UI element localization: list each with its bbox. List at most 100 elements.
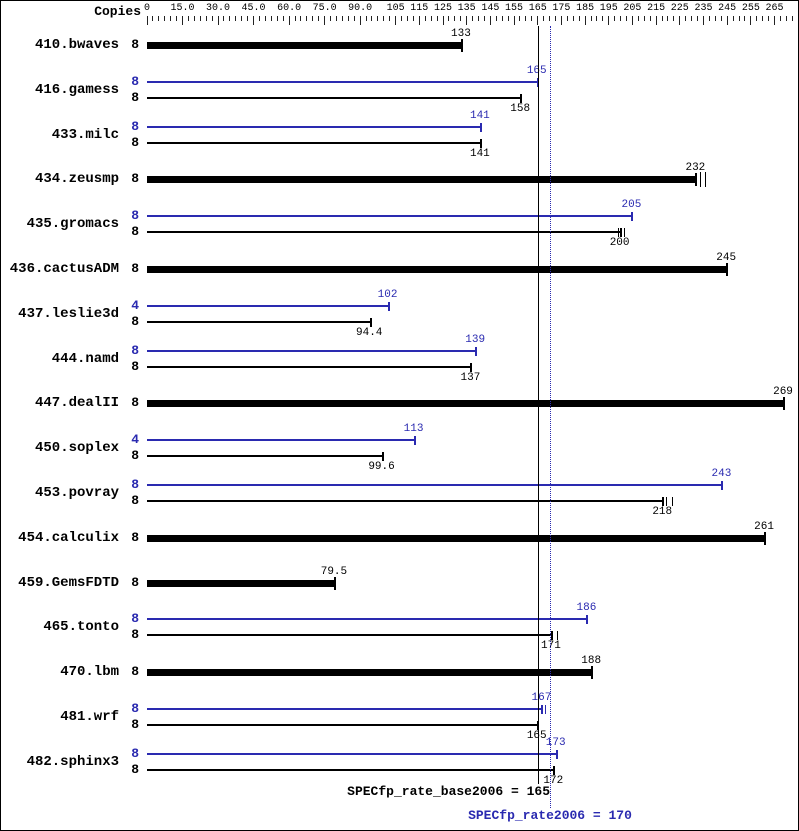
axis-tick-label: 215	[647, 3, 666, 14]
peak-value-label: 139	[465, 333, 486, 346]
copies-value: 8	[131, 134, 139, 150]
axis-tick-label: 195	[599, 3, 618, 14]
copies-value: 8	[131, 448, 139, 464]
bar-endcap	[460, 39, 463, 52]
axis-tick-label: 115	[410, 3, 429, 14]
peak-value-label: 141	[469, 109, 490, 122]
base-bar	[147, 500, 664, 502]
axis-tick	[211, 16, 213, 21]
copies-value: 8	[131, 717, 139, 732]
base-bar	[147, 634, 552, 637]
copies-value: 8	[131, 529, 139, 545]
base-bar	[147, 42, 462, 49]
benchmark-name: 482.sphinx3	[26, 753, 119, 770]
axis-tick	[702, 16, 704, 25]
axis-tick	[685, 16, 687, 21]
axis-tick	[359, 16, 361, 25]
run-mark	[704, 172, 706, 188]
base-value-label: 94.4	[356, 326, 383, 339]
base-result-label: SPECfp_rate_base2006 = 165	[347, 784, 550, 799]
axis-tick	[430, 16, 432, 21]
axis-tick	[176, 16, 178, 21]
peak-bar	[147, 125, 481, 128]
axis-tick	[282, 16, 284, 21]
copies-value: 8	[131, 611, 139, 627]
benchmark-name: 410.bwaves	[34, 37, 119, 53]
axis-tick	[626, 16, 628, 21]
axis-tick	[324, 16, 326, 25]
base-bar	[147, 669, 593, 677]
benchmark-name: 470.lbm	[60, 664, 119, 681]
bar-endcap	[479, 138, 482, 148]
base-value-label: 245	[716, 252, 737, 264]
copies-value: 8	[131, 761, 139, 777]
peak-bar	[147, 439, 415, 442]
base-value-label: 141	[469, 147, 490, 160]
axis-tick-label: 0	[143, 3, 151, 14]
axis-tick	[572, 16, 574, 21]
axis-tick	[643, 16, 645, 21]
peak-result-label: SPECfp_rate2006 = 170	[468, 808, 632, 823]
base-value-label: 165	[526, 730, 547, 742]
peak-reference-line	[550, 26, 551, 808]
axis-tick	[661, 16, 663, 21]
benchmark-name: 436.cactusADM	[9, 261, 119, 277]
benchmark-name: 434.zeusmp	[34, 171, 119, 188]
axis-tick	[732, 16, 734, 21]
axis-tick	[454, 16, 456, 21]
axis-tick	[537, 16, 539, 25]
bar-endcap	[470, 362, 473, 372]
peak-value-label: 102	[377, 288, 398, 301]
bar-endcap	[619, 228, 622, 238]
axis-tick	[791, 16, 793, 21]
run-mark	[671, 497, 673, 506]
axis-tick-label: 145	[481, 3, 500, 14]
axis-tick	[276, 16, 278, 21]
peak-bar	[147, 484, 723, 486]
peak-bar	[147, 215, 633, 218]
axis-tick	[170, 16, 172, 21]
axis-tick	[774, 16, 776, 25]
run-mark	[544, 705, 546, 714]
benchmark-name: 454.calculix	[18, 529, 119, 546]
axis-tick	[631, 16, 633, 25]
axis-tick	[649, 16, 651, 21]
bar-endcap	[369, 317, 372, 327]
axis-tick	[442, 16, 444, 25]
base-value-label: 79.5	[320, 565, 348, 578]
axis-tick	[566, 16, 568, 21]
bar-endcap	[726, 263, 729, 276]
axis-tick	[466, 16, 468, 25]
axis-tick	[460, 16, 462, 21]
axis-tick-label: 265	[765, 3, 784, 14]
axis-tick	[768, 16, 770, 21]
axis-tick	[383, 16, 385, 21]
base-bar	[147, 724, 538, 726]
axis-tick	[347, 16, 349, 21]
bar-endcap	[381, 452, 384, 462]
axis-tick	[395, 16, 397, 25]
axis-tick-label: 165	[528, 3, 547, 14]
axis-tick	[424, 16, 426, 21]
base-bar	[147, 266, 728, 273]
axis-tick	[472, 16, 474, 21]
axis-tick	[785, 16, 787, 21]
axis-tick	[655, 16, 657, 25]
axis-tick	[406, 16, 408, 21]
base-bar	[147, 455, 383, 458]
axis-tick-label: 30.0	[206, 3, 231, 14]
axis-tick	[418, 16, 420, 25]
axis-tick	[596, 16, 598, 21]
axis-tick	[483, 16, 485, 21]
bar-endcap	[334, 576, 337, 590]
axis-tick	[335, 16, 337, 21]
benchmark-name: 435.gromacs	[26, 216, 119, 233]
copies-value: 8	[131, 224, 139, 240]
axis-tick	[543, 16, 545, 21]
